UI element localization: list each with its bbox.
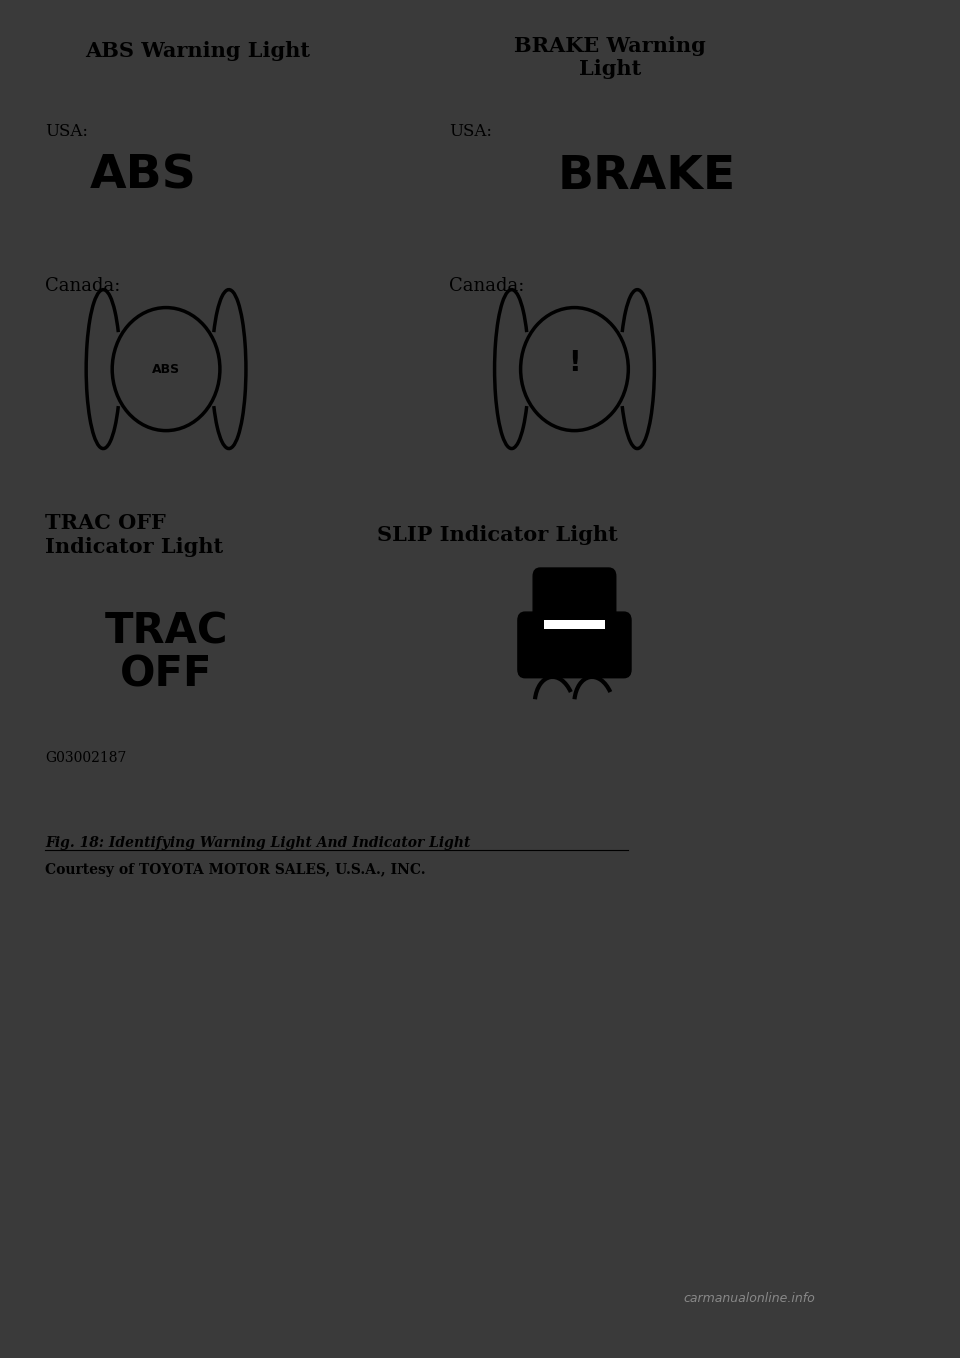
Text: TRAC OFF
Indicator Light: TRAC OFF Indicator Light (45, 512, 223, 557)
Text: SLIP Indicator Light: SLIP Indicator Light (377, 526, 617, 545)
Text: BRAKE: BRAKE (557, 153, 735, 198)
Text: TRAC
OFF: TRAC OFF (105, 610, 228, 695)
Text: Fig. 18: Identifying Warning Light And Indicator Light: Fig. 18: Identifying Warning Light And I… (45, 835, 470, 850)
Text: USA:: USA: (449, 124, 492, 140)
Text: USA:: USA: (45, 124, 88, 140)
FancyBboxPatch shape (544, 621, 605, 629)
Text: !: ! (568, 349, 581, 378)
Text: Canada:: Canada: (45, 277, 120, 295)
Text: BRAKE Warning
Light: BRAKE Warning Light (515, 35, 707, 79)
Text: ABS Warning Light: ABS Warning Light (85, 41, 310, 61)
Text: G03002187: G03002187 (45, 751, 127, 765)
FancyBboxPatch shape (517, 612, 631, 678)
FancyBboxPatch shape (533, 568, 615, 634)
Text: ABS: ABS (152, 363, 180, 376)
Text: carmanualonline.info: carmanualonline.info (683, 1291, 815, 1305)
Text: Canada:: Canada: (449, 277, 524, 295)
Text: Courtesy of TOYOTA MOTOR SALES, U.S.A., INC.: Courtesy of TOYOTA MOTOR SALES, U.S.A., … (45, 864, 425, 877)
Text: ABS: ABS (90, 153, 197, 198)
